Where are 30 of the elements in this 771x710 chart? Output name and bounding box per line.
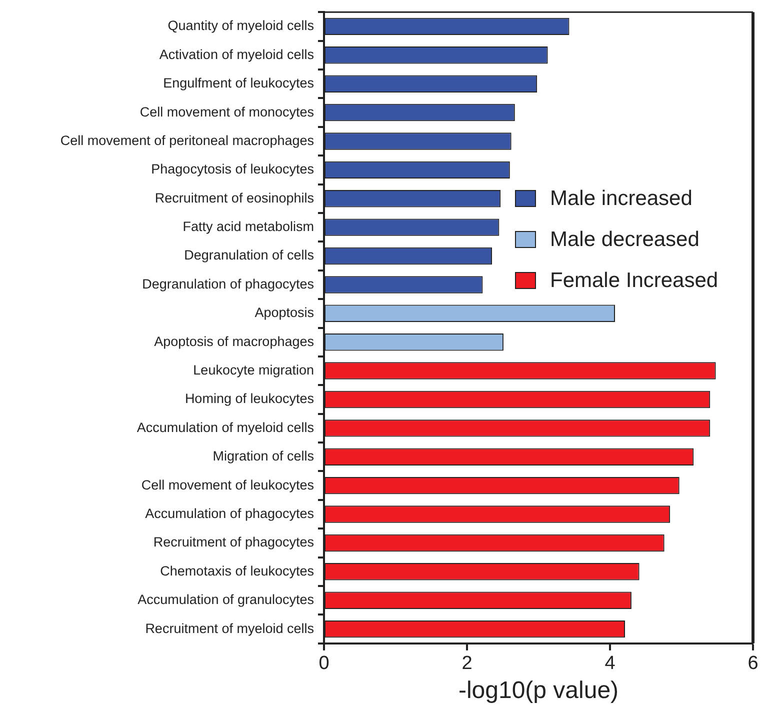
y-tick-label: Recruitment of phagocytes <box>153 534 314 550</box>
y-tick-label: Engulfment of leukocytes <box>163 76 314 91</box>
y-tick-label: Recruitment of eosinophils <box>154 190 314 206</box>
y-tick-label: Chemotaxis of leukocytes <box>160 563 314 578</box>
x-axis-title: -log10(p value) <box>458 677 619 704</box>
y-tick-label: Activation of myeloid cells <box>159 46 314 62</box>
x-tick-label: 0 <box>318 653 330 674</box>
y-tick-label: Quantity of myeloid cells <box>168 18 314 34</box>
y-tick-label: Apoptosis of macrophages <box>154 334 314 349</box>
y-tick-label: Phagocytosis of leukocytes <box>151 162 314 177</box>
y-tick-label: Fatty acid metabolism <box>182 219 314 234</box>
y-tick-label: Migration of cells <box>212 448 314 464</box>
y-tick-label: Cell movement of monocytes <box>140 104 314 120</box>
x-tick-label: 6 <box>748 653 758 674</box>
y-tick-label: Apoptosis <box>254 305 314 320</box>
y-tick-label: Leukocyte migration <box>193 362 314 378</box>
y-tick-label: Degranulation of phagocytes <box>142 276 314 292</box>
y-tick-label: Homing of leukocytes <box>184 391 314 406</box>
y-tick-label: Accumulation of phagocytes <box>145 506 314 521</box>
y-tick-label: Cell movement of peritoneal macrophages <box>60 132 314 148</box>
y-tick-label: Degranulation of cells <box>184 248 314 263</box>
legend-label: Male increased <box>550 186 692 210</box>
legend-label: Female Increased <box>550 268 718 292</box>
legend-label: Male decreased <box>550 228 700 252</box>
y-tick-label: Recruitment of myeloid cells <box>145 620 314 636</box>
y-tick-label: Accumulation of granulocytes <box>138 592 314 608</box>
y-tick-label: Accumulation of myeloid cells <box>136 420 314 435</box>
x-tick-label: 4 <box>604 653 616 674</box>
x-tick-label: 2 <box>462 653 472 674</box>
y-tick-label: Cell movement of leukocytes <box>141 477 314 492</box>
